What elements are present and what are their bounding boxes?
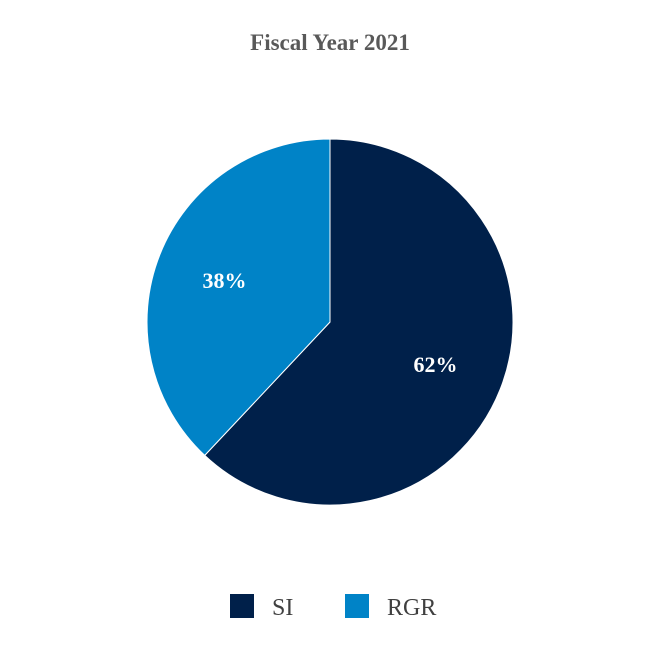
- chart-legend: SI RGR: [230, 594, 436, 621]
- chart-title: Fiscal Year 2021: [250, 30, 410, 55]
- pie-data-labels: 62% 38%: [203, 268, 458, 377]
- legend-label-rgr: RGR: [387, 595, 436, 621]
- data-label-si: 62%: [414, 352, 458, 377]
- pie-slice-si: [204, 138, 514, 506]
- legend-label-si: SI: [272, 595, 293, 621]
- pie-slice-rgr: [146, 138, 331, 457]
- legend-swatch-rgr: [345, 594, 369, 618]
- pie-slices: [146, 138, 514, 506]
- data-label-rgr: 38%: [203, 268, 247, 293]
- legend-swatch-si: [230, 594, 254, 618]
